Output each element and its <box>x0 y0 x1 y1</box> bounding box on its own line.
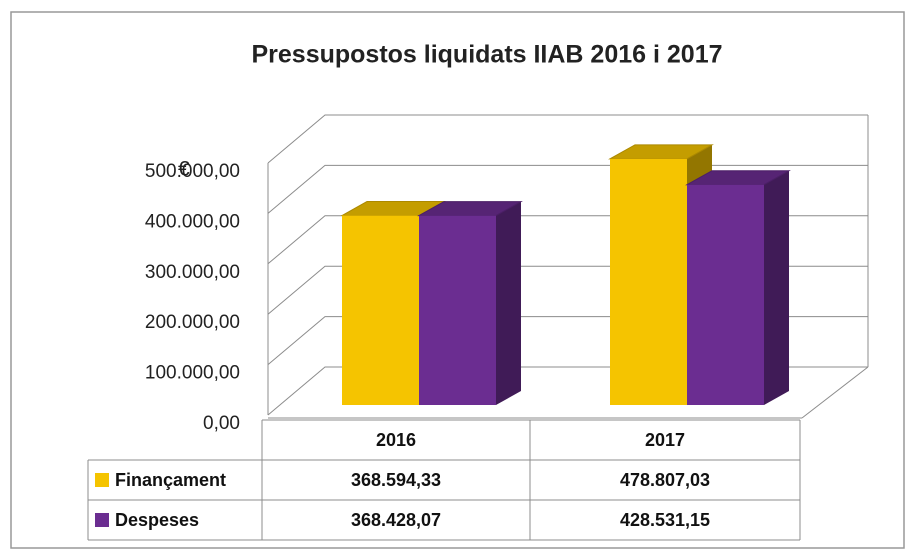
x-tick-label: 2017 <box>645 430 685 450</box>
legend-swatch <box>95 513 109 527</box>
y-tick-label: 200.000,00 <box>145 312 240 333</box>
legend-label: Finançament <box>115 470 226 490</box>
y-tick-label: 0,00 <box>203 413 240 434</box>
y-tick-label: 300.000,00 <box>145 262 240 283</box>
y-tick-label: 400.000,00 <box>145 211 240 232</box>
data-label: 428.531,15 <box>620 510 710 530</box>
data-label: 478.807,03 <box>620 470 710 490</box>
chart-title: Pressupostos liquidats IIAB 2016 i 2017 <box>251 41 722 69</box>
bar-side <box>764 170 789 405</box>
floor-line <box>801 366 869 419</box>
y-axis-label: € <box>178 158 190 181</box>
legend-label: Despeses <box>115 510 199 530</box>
x-tick-label: 2016 <box>376 430 416 450</box>
legend-swatch <box>95 473 109 487</box>
bar <box>687 184 764 405</box>
data-label: 368.594,33 <box>351 470 441 490</box>
bar <box>419 215 496 405</box>
bar <box>610 158 687 405</box>
bar-side <box>496 201 521 405</box>
grid-line <box>267 114 868 164</box>
y-tick-label: 100.000,00 <box>145 363 240 384</box>
bar <box>342 215 419 405</box>
y-tick-label: 500.000,00 <box>145 161 240 182</box>
data-label: 368.428,07 <box>351 510 441 530</box>
